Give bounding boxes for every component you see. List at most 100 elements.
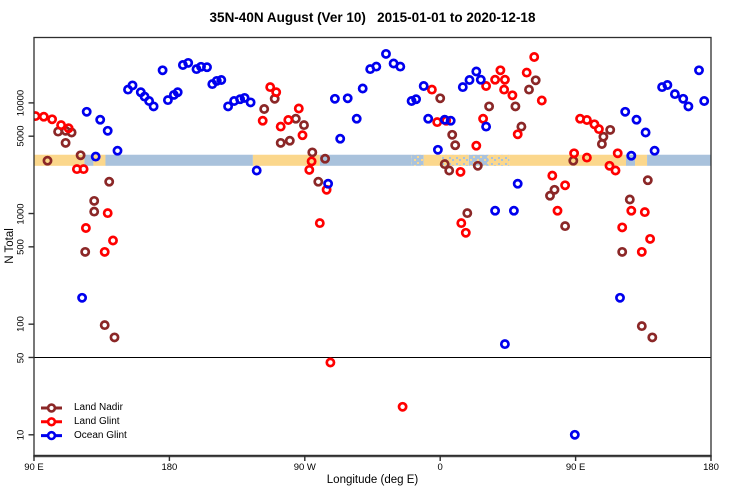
data-point (499, 84, 510, 95)
series-land_glint (33, 52, 656, 412)
data-point (323, 178, 334, 189)
data-point (612, 148, 623, 159)
data-point (636, 321, 647, 332)
data-point (351, 113, 362, 124)
data-point (432, 144, 443, 155)
data-point (699, 96, 710, 106)
data-point (683, 101, 694, 112)
data-point (283, 115, 294, 125)
data-point (304, 164, 315, 175)
surface-band-segment-land (252, 154, 320, 166)
data-point (235, 94, 246, 105)
data-point (512, 178, 523, 189)
data-point (581, 152, 592, 163)
data-point (426, 84, 437, 95)
data-point (620, 106, 631, 117)
surface-band-segment-ocean (647, 154, 711, 166)
data-point (251, 165, 262, 176)
data-point (259, 104, 270, 114)
data-point (569, 429, 580, 440)
data-point (694, 65, 704, 76)
data-point (42, 155, 53, 166)
data-point (617, 246, 628, 257)
data-point (445, 115, 456, 126)
data-point (183, 57, 194, 68)
surface-band-segment-mixed_land (488, 154, 510, 166)
data-point (499, 74, 510, 85)
data-point (418, 81, 429, 91)
data-point (38, 111, 49, 122)
data-point (265, 82, 276, 93)
data-point (508, 205, 519, 216)
data-point (306, 156, 317, 167)
data-point (605, 124, 616, 135)
data-point (593, 124, 604, 135)
data-point (89, 206, 100, 217)
data-point (411, 94, 422, 105)
data-point (512, 129, 523, 140)
data-point (371, 61, 382, 72)
data-point (77, 292, 88, 303)
data-point (596, 139, 607, 149)
data-point (108, 235, 118, 246)
data-point (604, 160, 615, 171)
data-point (439, 159, 450, 170)
data-point (524, 84, 534, 95)
data-point (293, 103, 304, 114)
data-point (112, 145, 123, 156)
data-point (490, 74, 501, 85)
data-point (569, 148, 580, 159)
data-point (314, 218, 325, 229)
data-point (325, 357, 336, 368)
data-point (102, 208, 113, 219)
data-point (297, 130, 308, 141)
data-point (581, 115, 592, 125)
surface-band-segment-land (509, 154, 626, 166)
data-point (455, 166, 466, 177)
data-point (257, 115, 268, 126)
data-point (631, 114, 642, 125)
data-point (109, 332, 120, 343)
data-point (56, 120, 67, 131)
data-point (95, 114, 106, 125)
data-point (530, 75, 541, 86)
data-point (475, 74, 486, 85)
data-point (299, 120, 309, 131)
data-point (624, 194, 635, 205)
data-point (549, 184, 560, 195)
data-point (529, 52, 540, 62)
chart-title: 35N-40N August (Ver 10) 2015-01-01 to 20… (209, 10, 536, 25)
data-point (162, 95, 173, 106)
data-point (464, 75, 475, 85)
data-point (626, 205, 637, 216)
plot-box (33, 36, 712, 457)
data-point (471, 140, 482, 151)
surface-band-segment-mixed_ocean (468, 154, 489, 166)
data-point (552, 205, 563, 216)
data-point (81, 106, 92, 117)
data-point (99, 246, 110, 257)
data-point (456, 218, 467, 229)
data-point (313, 176, 324, 187)
data-point (536, 95, 547, 106)
data-point (610, 165, 621, 176)
data-point (545, 190, 555, 201)
data-point (245, 97, 256, 108)
surface-band-segment-mixed_ocean (411, 154, 424, 166)
data-point (639, 207, 650, 218)
data-point (647, 332, 658, 343)
data-point (495, 65, 506, 76)
data-point (450, 140, 461, 151)
legend-swatch-circle (46, 403, 57, 413)
data-point (320, 153, 331, 164)
data-point (104, 176, 115, 187)
data-point (640, 127, 651, 138)
data-point (397, 401, 408, 412)
data-point (307, 147, 318, 158)
series-ocean_glint (77, 48, 710, 440)
data-point (645, 233, 656, 244)
data-point (172, 87, 183, 98)
data-point (202, 62, 212, 73)
series-land_nadir (42, 75, 658, 343)
